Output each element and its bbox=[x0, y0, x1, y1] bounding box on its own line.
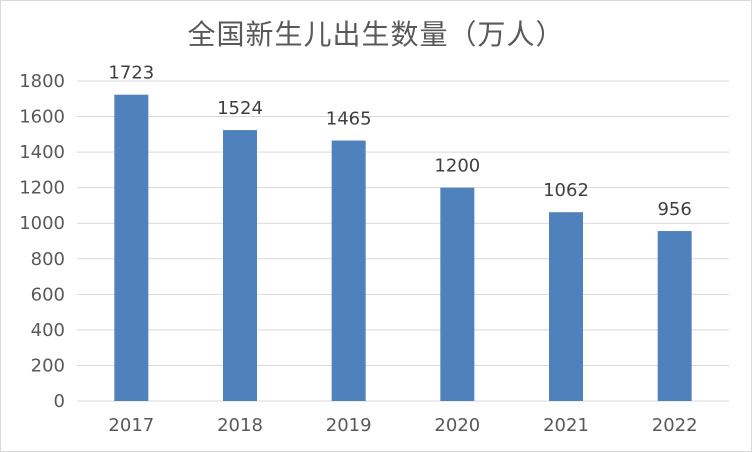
y-tick-label: 1400 bbox=[19, 142, 65, 163]
data-labels: 1723 1524 1465 1200 1062 956 bbox=[108, 63, 691, 220]
y-tick-label: 1800 bbox=[19, 71, 65, 92]
y-tick-label: 0 bbox=[54, 391, 65, 412]
y-tick-label: 1000 bbox=[19, 213, 65, 234]
bar-2019 bbox=[331, 140, 366, 402]
y-tick-label: 600 bbox=[31, 284, 65, 305]
x-tick-label: 2021 bbox=[543, 415, 589, 436]
x-tick-label: 2019 bbox=[326, 415, 372, 436]
bar-2022 bbox=[657, 231, 692, 401]
y-tick-label: 200 bbox=[31, 355, 65, 376]
data-label-2022: 956 bbox=[657, 199, 691, 220]
bar-2021 bbox=[549, 212, 583, 401]
x-tick-label: 2017 bbox=[108, 415, 154, 436]
y-tick-label: 400 bbox=[31, 320, 65, 341]
x-axis: 2017 2018 2019 2020 2021 2022 bbox=[108, 415, 697, 436]
chart-title: 全国新生儿出生数量（万人） bbox=[187, 18, 565, 51]
bars bbox=[114, 94, 692, 402]
x-tick-label: 2020 bbox=[434, 415, 480, 436]
y-tick-label: 1600 bbox=[19, 107, 65, 128]
bar-2017 bbox=[114, 94, 149, 401]
x-tick-label: 2018 bbox=[217, 415, 263, 436]
gridlines bbox=[77, 80, 729, 402]
bar-2018 bbox=[223, 130, 257, 402]
data-label-2021: 1062 bbox=[543, 180, 589, 201]
y-tick-label: 800 bbox=[31, 249, 65, 270]
data-label-2019: 1465 bbox=[326, 109, 372, 130]
y-axis: 0 200 400 600 800 1000 1200 1400 1600 1800 bbox=[19, 71, 65, 412]
y-tick-label: 1200 bbox=[19, 178, 65, 199]
data-label-2018: 1524 bbox=[217, 98, 263, 119]
data-label-2020: 1200 bbox=[434, 156, 480, 177]
x-tick-label: 2022 bbox=[652, 415, 698, 436]
bar-2020 bbox=[440, 187, 475, 401]
data-label-2017: 1723 bbox=[108, 63, 154, 84]
